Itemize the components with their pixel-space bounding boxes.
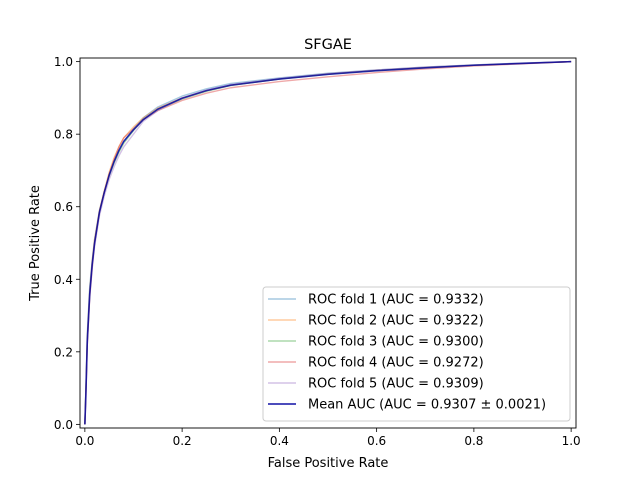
y-tick-label: 0.6 (54, 200, 73, 214)
legend-label-6: Mean AUC (AUC = 0.9307 ± 0.0021) (308, 398, 546, 413)
legend-label-4: ROC fold 4 (AUC = 0.9272) (308, 356, 484, 371)
x-axis: 0.0 0.2 0.4 0.6 0.8 1.0 (75, 428, 581, 448)
legend-box (262, 286, 571, 422)
y-tick-label: 0.2 (54, 345, 73, 359)
series-layer (84, 60, 572, 425)
legend: ROC fold 1 (AUC = 0.9332) ROC fold 2 (AUC… (262, 286, 571, 422)
y-axis-label: True Positive Rate (28, 185, 43, 302)
legend-label-5: ROC fold 5 (AUC = 0.9309) (308, 377, 484, 392)
series-line-6 (84, 60, 572, 425)
x-tick-label: 0.0 (75, 434, 94, 448)
legend-label-3: ROC fold 3 (AUC = 0.9300) (308, 335, 484, 350)
x-tick-label: 0.6 (367, 434, 386, 448)
legend-label-1: ROC fold 1 (AUC = 0.9332) (308, 293, 484, 308)
legend-label-2: ROC fold 2 (AUC = 0.9322) (308, 314, 484, 329)
x-tick-label: 0.8 (464, 434, 483, 448)
y-tick-label: 1.0 (54, 55, 73, 69)
plot-area (79, 57, 577, 429)
x-tick-label: 0.2 (173, 434, 192, 448)
x-tick-label: 0.4 (270, 434, 289, 448)
y-tick-label: 0.4 (54, 273, 73, 287)
y-axis: 0.0 0.2 0.4 0.6 0.8 1.0 (54, 55, 80, 432)
x-tick-label: 1.0 (562, 434, 581, 448)
x-axis-label: False Positive Rate (268, 456, 389, 471)
y-tick-label: 0.8 (54, 128, 73, 142)
y-tick-label: 0.0 (54, 418, 73, 432)
chart-title: SFGAE (304, 37, 352, 53)
plot-frame (79, 57, 577, 429)
